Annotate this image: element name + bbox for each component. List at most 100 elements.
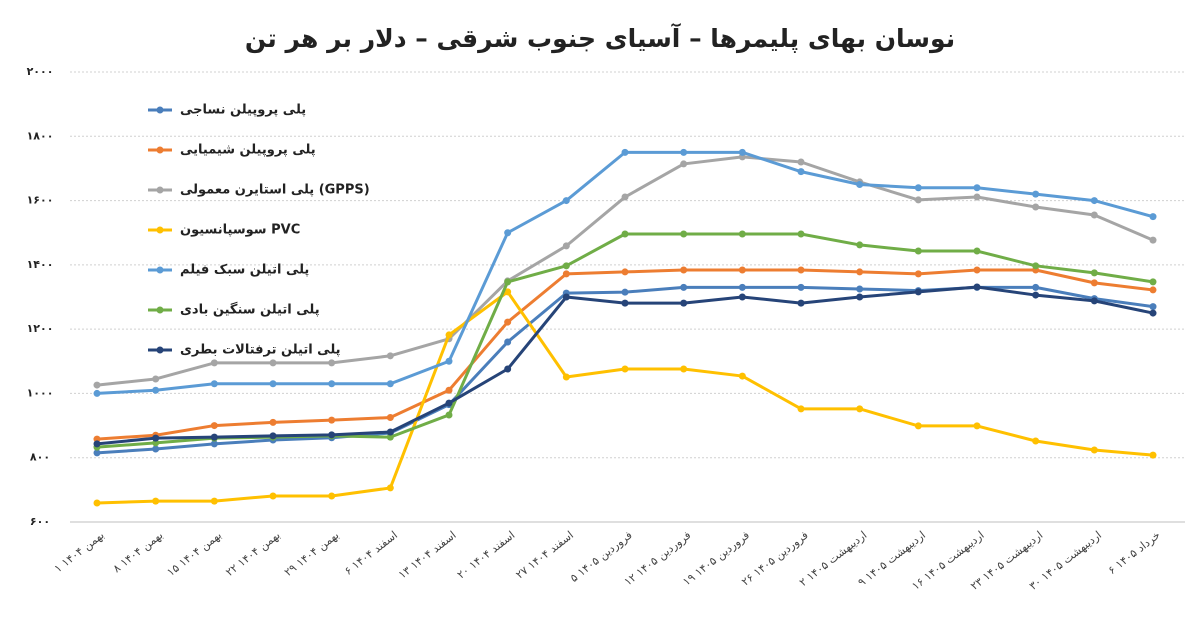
data-point bbox=[973, 247, 981, 255]
data-point bbox=[1149, 451, 1157, 459]
data-point bbox=[738, 293, 746, 301]
legend-label: سوسپانسیون PVC bbox=[180, 223, 300, 238]
series-line bbox=[96, 290, 1154, 505]
data-point bbox=[152, 439, 160, 447]
legend-label: پلی استایرن معمولی (GPPS) bbox=[180, 183, 370, 198]
data-point bbox=[1090, 197, 1098, 205]
data-point bbox=[445, 331, 453, 339]
data-point bbox=[680, 365, 688, 373]
data-point bbox=[1149, 286, 1157, 294]
legend-label: پلی اتیلن سبک فیلم bbox=[180, 263, 309, 278]
data-point bbox=[152, 386, 160, 394]
data-point bbox=[269, 380, 277, 388]
data-point bbox=[386, 428, 394, 436]
data-point bbox=[93, 389, 101, 397]
data-point bbox=[856, 181, 864, 188]
legend-swatch-dot bbox=[156, 266, 164, 274]
data-point bbox=[797, 299, 805, 307]
data-point bbox=[797, 158, 805, 166]
y-tick-label: ۱۲۰۰ bbox=[27, 322, 54, 335]
data-point bbox=[680, 299, 688, 307]
data-point bbox=[504, 288, 512, 296]
data-point bbox=[1032, 262, 1040, 270]
data-point bbox=[152, 497, 160, 505]
data-point bbox=[504, 338, 512, 346]
x-tick-label: ۶ خرداد ۱۴۰۵ bbox=[1106, 528, 1163, 577]
legend-swatch-dot bbox=[156, 146, 164, 154]
data-point bbox=[1032, 437, 1040, 445]
data-point bbox=[680, 283, 688, 291]
data-point bbox=[328, 359, 336, 367]
data-point bbox=[562, 270, 570, 278]
data-point bbox=[1032, 190, 1040, 198]
data-point bbox=[973, 193, 981, 201]
data-point bbox=[386, 380, 394, 388]
data-point bbox=[738, 266, 746, 274]
legend-label: پلی پروپیلن شیمیایی bbox=[180, 143, 316, 158]
x-tick-label: ۲۲ بهمن ۱۴۰۴ bbox=[223, 528, 282, 578]
data-point bbox=[1090, 279, 1098, 287]
data-point bbox=[1149, 213, 1157, 221]
data-point bbox=[562, 242, 570, 250]
data-point bbox=[1149, 236, 1157, 244]
data-point bbox=[562, 262, 570, 270]
data-point bbox=[210, 422, 218, 430]
data-point bbox=[328, 416, 336, 424]
data-point bbox=[738, 372, 746, 380]
data-point bbox=[621, 288, 629, 296]
y-tick-label: ۱۶۰۰ bbox=[27, 194, 54, 207]
data-point bbox=[1149, 303, 1157, 311]
data-point bbox=[328, 431, 336, 439]
data-point bbox=[797, 168, 805, 176]
data-point bbox=[504, 278, 512, 286]
legend-swatch-dot bbox=[156, 186, 164, 194]
data-point bbox=[738, 230, 746, 238]
data-point bbox=[973, 422, 981, 430]
data-point bbox=[973, 266, 981, 274]
data-point bbox=[93, 440, 101, 448]
y-tick-label: ۸۰۰ bbox=[30, 451, 50, 464]
data-point bbox=[914, 288, 922, 296]
legend-swatch-dot bbox=[156, 106, 164, 114]
x-tick-label: ۱۵ بهمن ۱۴۰۴ bbox=[165, 528, 224, 578]
data-point bbox=[269, 492, 277, 500]
data-point bbox=[680, 148, 688, 156]
data-point bbox=[386, 433, 394, 441]
data-point bbox=[1090, 211, 1098, 219]
data-point bbox=[562, 197, 570, 205]
x-tick-label: ۱۳ اسفند ۱۴۰۴ bbox=[396, 528, 459, 581]
data-point bbox=[152, 434, 160, 442]
data-point bbox=[93, 499, 101, 507]
data-point bbox=[1032, 291, 1040, 299]
data-point bbox=[973, 283, 981, 291]
data-point bbox=[856, 285, 864, 293]
data-point bbox=[621, 148, 629, 156]
legend-swatch-dot bbox=[156, 226, 164, 234]
data-point bbox=[93, 435, 101, 443]
data-point bbox=[621, 299, 629, 307]
data-point bbox=[210, 440, 218, 448]
x-tick-label: ۸ بهمن ۱۴۰۴ bbox=[111, 528, 166, 575]
data-point bbox=[1090, 446, 1098, 454]
data-point bbox=[386, 484, 394, 492]
y-tick-label: ۱۰۰۰ bbox=[27, 386, 54, 399]
data-point bbox=[797, 266, 805, 274]
data-point bbox=[680, 266, 688, 274]
data-point bbox=[738, 283, 746, 291]
data-point bbox=[680, 230, 688, 238]
data-point bbox=[680, 160, 688, 168]
x-tick-label: ۲۷ اسفند ۱۴۰۴ bbox=[513, 528, 576, 581]
data-point bbox=[973, 184, 981, 192]
data-point bbox=[562, 293, 570, 301]
data-point bbox=[93, 449, 101, 457]
y-tick-label: ۲۰۰۰ bbox=[27, 65, 54, 78]
data-point bbox=[914, 422, 922, 430]
data-point bbox=[210, 359, 218, 367]
data-point bbox=[797, 230, 805, 238]
data-point bbox=[445, 357, 453, 365]
data-point bbox=[1032, 283, 1040, 291]
data-point bbox=[210, 380, 218, 388]
x-tick-label: ۱ بهمن ۱۴۰۴ bbox=[52, 528, 107, 575]
data-point bbox=[210, 497, 218, 505]
